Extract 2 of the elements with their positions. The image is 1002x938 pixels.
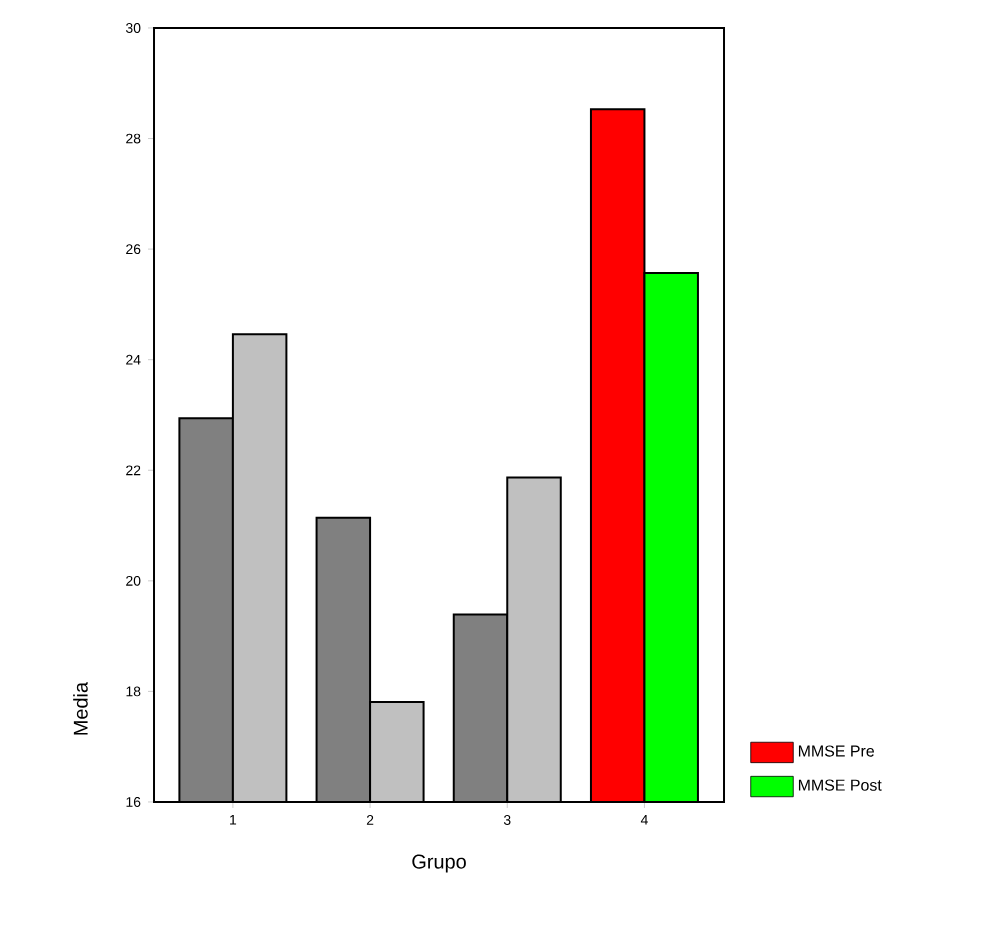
x-axis-title: Grupo [412, 854, 466, 873]
y-axis-title: Media [73, 681, 88, 735]
